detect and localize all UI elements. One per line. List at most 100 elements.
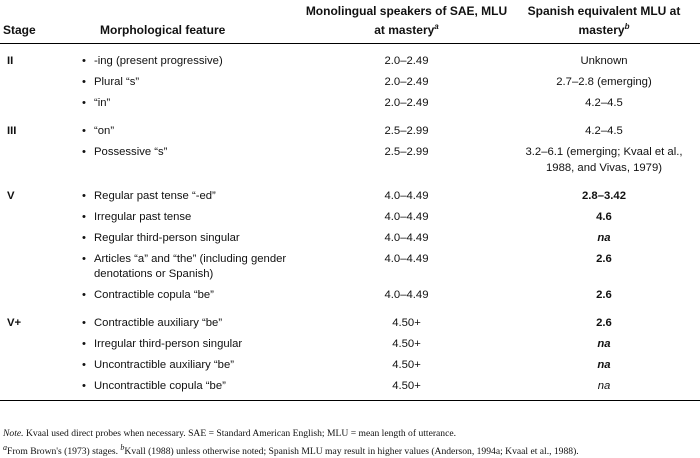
mlu-cell: 2.0–2.49 <box>384 76 429 88</box>
mlu-cell: 2.5–2.99 <box>384 146 429 158</box>
stage-cell <box>0 249 72 286</box>
spanish-cell: 2.7–2.8 (emerging) <box>556 76 652 88</box>
mlu-cell: 4.0–4.49 <box>384 231 429 244</box>
stage-cell: V+ <box>7 317 22 329</box>
stage-cell <box>0 207 72 228</box>
stage-cell <box>0 142 72 179</box>
stage-cell <box>0 376 72 401</box>
feature-cell: Possessive “s” <box>72 142 305 179</box>
table-row: V+ Contractible auxiliary “be” 4.50+ 2.6 <box>0 306 700 334</box>
feature-text: Irregular past tense <box>82 210 301 226</box>
sources: aFrom Brown's (1973) stages. bKvall (198… <box>3 443 700 457</box>
stage-cell <box>0 72 72 93</box>
footnote-mark: b <box>624 22 630 31</box>
header-cell: Stage <box>0 4 72 44</box>
feature-text: “on” <box>82 124 301 140</box>
feature-cell: Regular past tense “-ed” <box>72 179 305 207</box>
spanish-cell: na <box>597 338 611 350</box>
table-row: Irregular past tense 4.0–4.49 4.6 <box>0 207 700 228</box>
feature-text: “in” <box>82 96 301 112</box>
spanish-cell: 4.2–4.5 <box>585 125 623 137</box>
table-row: Possessive “s” 2.5–2.99 3.2–6.1 (emerging;… <box>0 142 700 179</box>
feature-text: Uncontractible auxiliary “be” <box>82 358 301 374</box>
feature-cell: Articles “a” and “the” (including gender… <box>72 249 305 286</box>
stage-cell <box>0 228 72 249</box>
mlu-cell: 4.0–4.49 <box>384 210 429 223</box>
table-row: “in” 2.0–2.49 4.2–4.5 <box>0 93 700 114</box>
footnote-mark: b <box>120 443 125 452</box>
feature-text: Regular third-person singular <box>82 231 301 247</box>
footnote-text: From Brown's (1973) stages. <box>7 446 118 458</box>
spanish-cell: 2.6 <box>596 289 612 301</box>
note-text: Kvaal used direct probes when necessary.… <box>25 428 457 439</box>
mlu-cell: 4.50+ <box>392 317 421 329</box>
spanish-cell: Unknown <box>580 55 628 67</box>
mlu-cell: 4.50+ <box>392 338 421 350</box>
table-row: II -ing (present progressive) 2.0–2.49 Unkn… <box>0 44 700 73</box>
table: Stage Morphological feature Monolingual … <box>0 4 700 401</box>
header-cell: Monolingual speakers of SAE, MLU at mast… <box>305 4 508 44</box>
spanish-cell: na <box>508 376 700 401</box>
feature-cell: Uncontractible auxiliary “be” <box>72 355 305 376</box>
table-row: Plural “s” 2.0–2.49 2.7–2.8 (emerging) <box>0 72 700 93</box>
spanish-cell: na <box>597 231 611 244</box>
feature-text: Possessive “s” <box>82 145 301 161</box>
mlu-cell: 2.5–2.99 <box>384 125 429 137</box>
spanish-cell: 3.2–6.1 (emerging; Kvaal et al., 1988, a… <box>525 146 683 174</box>
feature-cell: Regular third-person singular <box>72 228 305 249</box>
stage-cell <box>0 355 72 376</box>
feature-text: Regular past tense “-ed” <box>82 189 301 205</box>
feature-text: Irregular third-person singular <box>82 337 301 353</box>
feature-cell: “in” <box>72 93 305 114</box>
table-row: Articles “a” and “the” (including gender… <box>0 249 700 286</box>
feature-text: Contractible auxiliary “be” <box>82 316 301 332</box>
spanish-cell: na <box>597 359 611 371</box>
table-body: II -ing (present progressive) 2.0–2.49 Unkn… <box>0 44 700 401</box>
feature-text: Contractible copula “be” <box>82 288 301 304</box>
mlu-cell: 4.0–4.49 <box>384 289 429 301</box>
note-label: Note. <box>3 428 24 439</box>
feature-cell: Plural “s” <box>72 72 305 93</box>
header-text: Monolingual speakers of SAE, MLU at mast… <box>305 4 508 37</box>
mlu-cell: 4.50+ <box>392 359 421 371</box>
mlu-cell: 2.0–2.49 <box>384 55 429 67</box>
header-cell: Spanish equivalent MLU at masteryb <box>508 4 700 44</box>
stage-cell: V <box>7 189 15 202</box>
table-row: Contractible copula “be” 4.0–4.49 2.6 <box>0 285 700 306</box>
feature-text: Uncontractible copula “be” <box>82 379 301 395</box>
header-row: Stage Morphological feature Monolingual … <box>0 4 700 44</box>
feature-text: Plural “s” <box>82 75 301 91</box>
footnote-mark: a <box>434 22 439 31</box>
feature-text: -ing (present progressive) <box>82 54 301 70</box>
feature-cell: Uncontractible copula “be” <box>72 376 305 401</box>
feature-cell: “on” <box>72 114 305 142</box>
spanish-cell: 4.6 <box>596 210 612 223</box>
header-cell: Morphological feature <box>72 4 305 44</box>
spanish-cell: 2.6 <box>596 252 612 265</box>
table-row: Uncontractible auxiliary “be” 4.50+ na <box>0 355 700 376</box>
stage-cell <box>0 285 72 306</box>
stage-cell <box>0 93 72 114</box>
table-row: V Regular past tense “-ed” 4.0–4.49 2.8–3.4… <box>0 179 700 207</box>
feature-cell: Irregular third-person singular <box>72 334 305 355</box>
table-row: Uncontractible copula “be”4.50+na <box>0 376 700 401</box>
feature-text: Articles “a” and “the” (including gender… <box>82 252 301 283</box>
spanish-cell: 2.8–3.42 <box>582 189 626 202</box>
stage-cell: II <box>7 55 14 67</box>
mlu-cell: 4.50+ <box>305 376 508 401</box>
stage-cell <box>0 334 72 355</box>
spanish-cell: 4.2–4.5 <box>585 97 623 109</box>
mlu-cell: 4.0–4.49 <box>384 189 429 202</box>
footnote-mark: a <box>3 443 7 452</box>
feature-cell: Contractible auxiliary “be” <box>72 306 305 334</box>
table-row: Irregular third-person singular 4.50+ na <box>0 334 700 355</box>
mlu-cell: 4.0–4.49 <box>384 252 429 265</box>
header-text: Spanish equivalent MLU at mastery <box>527 4 681 37</box>
stage-cell: III <box>7 125 17 137</box>
table-row: III “on” 2.5–2.99 4.2–4.5 <box>0 114 700 142</box>
note: Note. Kvaal used direct probes when nece… <box>3 428 700 439</box>
table-row: Regular third-person singular 4.0–4.49 na <box>0 228 700 249</box>
feature-cell: Contractible copula “be” <box>72 285 305 306</box>
feature-cell: Irregular past tense <box>72 207 305 228</box>
